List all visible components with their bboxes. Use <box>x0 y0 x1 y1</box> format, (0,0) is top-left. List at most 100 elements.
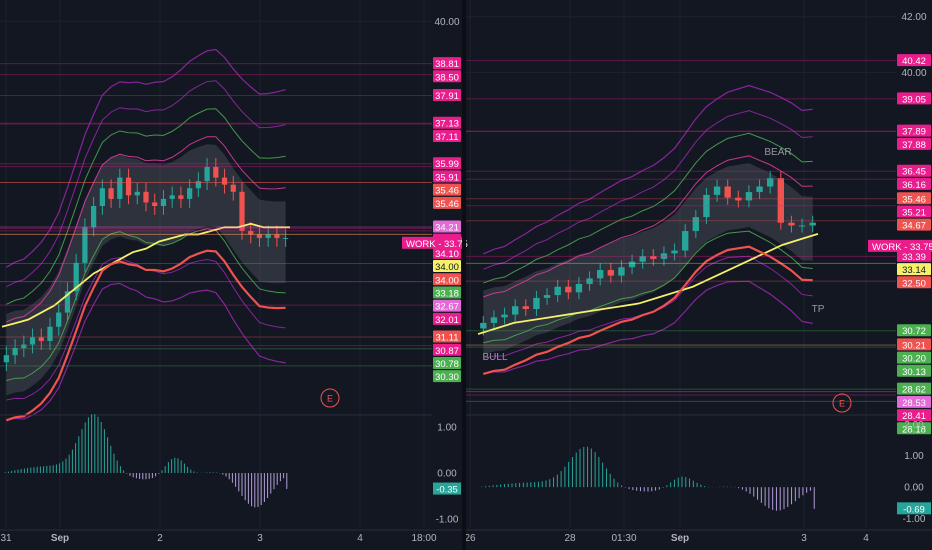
price-label <box>433 312 461 325</box>
price-label <box>897 192 931 205</box>
candle-body <box>703 194 710 218</box>
x-tick-label: 4 <box>863 533 869 544</box>
candle-body <box>788 222 795 226</box>
overlay-bull: BULL <box>482 352 507 363</box>
price-label-text: 30.87 <box>435 346 459 357</box>
price-label-text: 35.91 <box>435 172 459 183</box>
price-label <box>897 422 931 435</box>
candle-body <box>607 270 614 276</box>
price-label-text: 32.50 <box>902 278 926 289</box>
x-tick-label: 3 <box>801 533 807 544</box>
price-label <box>897 177 931 190</box>
panel-divider[interactable] <box>462 0 466 550</box>
candle-body <box>82 227 88 263</box>
band-line-4 <box>6 228 286 381</box>
candle-body <box>187 188 193 199</box>
price-label-text: 34.00 <box>435 262 459 273</box>
oscillator-current-text: -0.69 <box>903 504 925 515</box>
price-label-text: 32.01 <box>435 315 459 326</box>
candle-body <box>230 184 236 192</box>
candles <box>3 158 289 372</box>
band-line-2 <box>6 108 286 305</box>
candle-body <box>204 166 210 182</box>
vwap-line <box>1 222 290 328</box>
oscillator-histogram <box>481 446 815 511</box>
candle-body <box>195 181 201 189</box>
price-label <box>433 273 461 286</box>
candle-body <box>160 198 167 206</box>
candles <box>480 171 816 336</box>
price-label <box>433 196 461 209</box>
price-levels <box>0 63 432 367</box>
price-label <box>897 137 931 150</box>
work-label-text: WORK - 33.75 <box>406 239 468 250</box>
candle-body <box>29 337 36 345</box>
price-label <box>897 382 931 395</box>
price-label-text: 36.45 <box>902 167 926 178</box>
x-tick-label: 26 <box>464 533 476 544</box>
candle-body <box>21 344 27 349</box>
candle-body <box>265 234 271 238</box>
candle-body <box>735 197 742 201</box>
price-label-text: 28.53 <box>902 398 926 409</box>
candle-body <box>618 267 625 276</box>
candle-body <box>671 250 678 254</box>
price-label-text: 32.67 <box>435 302 459 313</box>
price-label <box>897 54 931 67</box>
candle-body <box>692 217 699 232</box>
trend-line <box>6 249 286 422</box>
candle-body <box>650 256 657 259</box>
x-tick-label: 4 <box>357 533 363 544</box>
x-tick-label: 01:30 <box>611 533 636 544</box>
vwap-line <box>477 232 819 335</box>
price-label <box>433 356 461 369</box>
work-label <box>402 236 462 249</box>
candle-body <box>522 306 529 309</box>
x-tick-label: Sep <box>671 533 689 544</box>
x-tick-label: 2 <box>157 533 163 544</box>
price-label-text: 38.81 <box>435 59 459 70</box>
candle-body <box>274 234 280 238</box>
price-label-text: 34.67 <box>902 221 926 232</box>
price-label <box>433 116 461 129</box>
chart-panel-left: E40.0038.8138.5037.9137.1337.1135.9935.9… <box>0 0 468 544</box>
price-label <box>433 343 461 356</box>
price-label-text: 30.30 <box>435 372 459 383</box>
oscillator-current-text: -0.35 <box>436 485 458 496</box>
price-label <box>433 330 461 343</box>
price-label-text: 40.42 <box>902 56 926 67</box>
candle-body <box>565 286 572 293</box>
candle-body <box>3 355 9 363</box>
band-line-3 <box>6 136 286 323</box>
price-label <box>897 263 931 276</box>
candle-body <box>64 291 71 313</box>
candle-body <box>724 186 731 198</box>
x-tick-label: 3 <box>257 533 263 544</box>
band-line-2 <box>483 132 813 284</box>
price-label-text: 35.46 <box>435 186 459 197</box>
candle-body <box>125 177 132 196</box>
price-label <box>433 170 461 183</box>
price-label <box>433 246 461 259</box>
price-label <box>433 286 461 299</box>
candle-body <box>639 256 646 262</box>
price-label <box>897 338 931 351</box>
oscillator-histogram <box>4 414 288 508</box>
candle-body <box>682 231 689 251</box>
candle-body <box>798 225 806 227</box>
price-label-text: 28.41 <box>902 411 926 422</box>
price-label-text: 35.46 <box>902 194 926 205</box>
x-tick-label: Sep <box>51 533 69 544</box>
candle-body <box>713 186 721 195</box>
price-label <box>897 92 931 105</box>
candle-body <box>512 306 519 315</box>
candle-body <box>248 230 254 235</box>
price-label-text: 35.21 <box>902 207 926 218</box>
candle-body <box>152 202 158 206</box>
price-tick-label: 40.00 <box>901 68 926 79</box>
earnings-label: E <box>327 394 333 404</box>
oscillator-tick-label: 1.00 <box>437 423 457 434</box>
price-label-text: 30.72 <box>902 326 926 337</box>
candle-body <box>38 337 44 341</box>
